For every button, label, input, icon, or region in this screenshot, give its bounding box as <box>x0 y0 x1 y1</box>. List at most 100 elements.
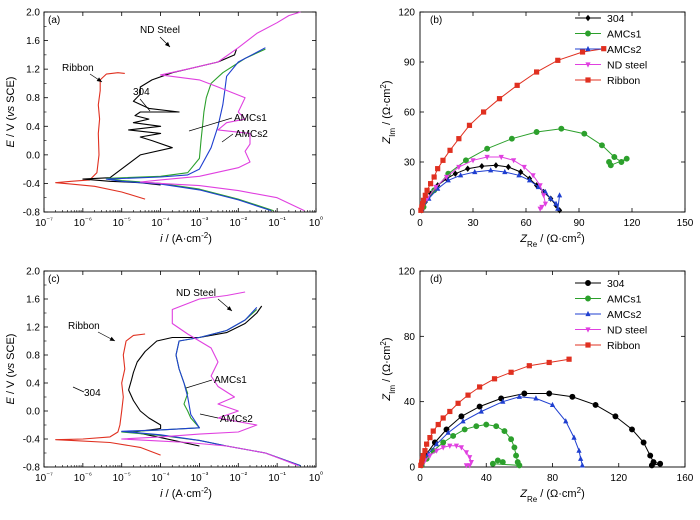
y-tick-label: 80 <box>404 332 416 343</box>
data-point-amcs2 <box>516 172 522 178</box>
data-point-amcs1 <box>511 444 518 451</box>
y-tick-label: 30 <box>404 158 416 169</box>
annotation-amcs1: AMCs1 <box>214 375 247 386</box>
data-point-amcs2 <box>445 177 451 183</box>
data-point-304 <box>569 393 576 400</box>
data-point-amcs2 <box>549 401 556 408</box>
data-point-nd-steel <box>458 445 465 451</box>
y-tick-label: 90 <box>404 58 416 69</box>
series-line-ribbon <box>55 72 146 200</box>
data-point-304 <box>518 168 524 176</box>
data-point-ribbon <box>440 415 446 421</box>
data-point-ribbon <box>466 122 473 128</box>
data-point-ribbon <box>579 49 586 55</box>
panel-label: (c) <box>48 274 60 285</box>
data-point-ribbon <box>427 435 433 441</box>
legend-label-304: 304 <box>607 278 625 290</box>
data-point-amcs2 <box>488 167 494 173</box>
legend-label-amcs2: AMCs2 <box>607 44 642 56</box>
x-tick-label: 10⁻¹ <box>268 470 286 485</box>
annotation-ribbon-arrowhead <box>96 77 102 82</box>
y-axis-label: E / V (vs SCE) <box>5 77 17 148</box>
annotation-amcs2-pointer <box>221 133 234 143</box>
legend-marker-304 <box>585 14 591 22</box>
y-axis-label: ZIm / (Ω·cm2) <box>379 80 397 144</box>
data-point-amcs2 <box>526 177 533 183</box>
annotation-304-pointer <box>139 98 151 112</box>
data-point-ribbon <box>456 136 462 142</box>
annotation-ribbon-arrowhead <box>109 336 115 341</box>
data-point-nd-steel <box>484 154 490 161</box>
data-point-nd-steel <box>521 164 527 171</box>
y-tick-label: 0.4 <box>26 122 40 133</box>
y-tick-label: -0.8 <box>23 208 41 219</box>
data-point-ribbon <box>422 192 428 198</box>
data-point-ribbon <box>447 408 453 415</box>
data-point-amcs1 <box>450 433 457 439</box>
data-point-ribbon <box>419 459 425 465</box>
data-point-nd-steel <box>537 183 543 189</box>
x-tick-label: 10⁻³ <box>191 215 209 230</box>
data-point-304 <box>521 390 528 397</box>
legend-marker-ribbon <box>585 77 591 83</box>
data-point-304 <box>541 188 547 196</box>
data-point-304 <box>592 401 599 408</box>
data-point-amcs2 <box>579 462 585 468</box>
y-axis-label: E / V (vs SCE) <box>5 334 17 405</box>
x-tick-label: 10⁻² <box>229 215 247 230</box>
series-line-ribbon <box>420 48 604 211</box>
data-point-ribbon <box>418 462 424 468</box>
data-point-304 <box>479 162 485 170</box>
panel-label: (d) <box>430 274 442 285</box>
series-line-ribbon <box>55 333 161 456</box>
data-point-amcs2 <box>445 429 451 435</box>
data-point-amcs1 <box>533 129 540 135</box>
data-point-amcs2 <box>548 195 554 201</box>
y-tick-label: 0.8 <box>26 351 40 362</box>
annotation-nd-steel: ND Steel <box>176 288 216 299</box>
data-point-amcs1 <box>606 159 612 165</box>
data-point-ribbon <box>566 356 572 362</box>
y-tick-label: 1.6 <box>26 36 40 47</box>
data-point-nd-steel <box>468 460 474 466</box>
y-tick-label: 1.6 <box>26 295 40 306</box>
x-axis-label: i / (A·cm-2) <box>160 486 212 501</box>
data-point-ribbon <box>447 147 453 153</box>
x-tick-label: 10⁻⁶ <box>74 215 92 230</box>
data-point-nd-steel <box>470 158 476 164</box>
data-point-amcs1 <box>483 421 490 428</box>
data-point-ribbon <box>430 428 436 434</box>
legend-marker-amcs1 <box>585 295 591 302</box>
data-point-ribbon <box>514 82 520 88</box>
data-point-ribbon <box>601 46 607 52</box>
y-tick-label: 60 <box>404 108 416 119</box>
series-line-nd-steel <box>421 156 546 210</box>
data-point-ribbon <box>419 456 426 462</box>
data-point-amcs1 <box>489 460 496 467</box>
x-tick-label: 10⁻⁴ <box>151 470 169 485</box>
data-point-nd-steel <box>542 201 549 207</box>
panel-label: (b) <box>430 15 442 26</box>
data-point-amcs1 <box>473 423 480 430</box>
x-tick-label: 10⁻² <box>229 470 247 485</box>
legend-marker-amcs1 <box>585 30 591 37</box>
data-point-ribbon <box>431 174 437 180</box>
series-line-amcs2 <box>105 47 272 212</box>
data-point-ribbon <box>491 376 498 382</box>
y-tick-label: -0.4 <box>23 179 41 190</box>
x-tick-label: 120 <box>610 473 627 484</box>
y-tick-label: 40 <box>404 397 416 408</box>
y-tick-label: 0 <box>409 208 415 219</box>
x-tick-label: 10⁻⁵ <box>113 470 131 485</box>
axes-frame <box>419 11 686 213</box>
data-point-nd-steel <box>456 164 462 171</box>
x-tick-label: 10⁰ <box>309 215 323 230</box>
x-tick-label: 10⁻⁷ <box>35 215 53 230</box>
series-line-nd-steel <box>121 291 299 467</box>
data-point-ribbon <box>428 181 434 187</box>
x-tick-label: 0 <box>417 218 423 229</box>
data-point-amcs2 <box>458 172 464 178</box>
y-axis-label: ZIm / (Ω·cm2) <box>379 337 397 401</box>
legend-marker-nd-steel <box>585 62 591 68</box>
y-tick-label: 0.0 <box>26 407 40 418</box>
